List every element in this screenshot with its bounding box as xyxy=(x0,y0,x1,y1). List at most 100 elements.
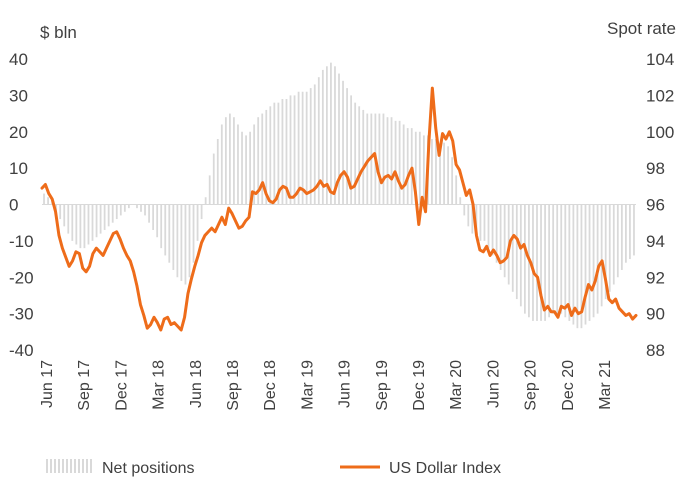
net-position-bar xyxy=(224,117,227,205)
net-position-bar xyxy=(63,204,66,227)
net-position-bar xyxy=(382,113,385,205)
net-position-bar xyxy=(475,204,478,238)
net-position-bar xyxy=(536,204,538,321)
net-position-bar xyxy=(564,204,567,318)
legend-bar-stripe xyxy=(74,459,76,473)
net-position-bar xyxy=(540,204,542,321)
net-position-bar xyxy=(402,124,405,205)
net-position-bar xyxy=(334,66,336,205)
net-position-bar xyxy=(261,113,264,205)
net-position-bar xyxy=(406,128,409,205)
net-position-bar xyxy=(390,117,393,205)
net-position-bar xyxy=(544,204,546,321)
net-position-bar xyxy=(455,175,458,205)
net-position-bar xyxy=(67,204,70,234)
net-position-bar xyxy=(184,204,187,285)
net-position-bar xyxy=(293,95,296,205)
net-position-bar xyxy=(592,204,595,318)
net-position-bar xyxy=(548,204,551,318)
net-position-bar xyxy=(612,204,615,285)
net-position-bar xyxy=(119,204,122,216)
x-tick-label: Mar 20 xyxy=(448,360,465,410)
net-position-bar xyxy=(479,204,482,241)
x-tick-label: Dec 20 xyxy=(560,360,577,411)
net-position-bar xyxy=(241,131,243,205)
net-position-bar xyxy=(313,84,316,205)
legend-bar-stripe xyxy=(46,459,48,473)
net-position-bar xyxy=(495,204,498,263)
net-position-bar xyxy=(463,204,466,216)
net-position-bar xyxy=(560,204,563,314)
right-axis-ticks: 104 102 100 98 96 94 92 90 88 xyxy=(646,50,674,360)
left-tick-label: 40 xyxy=(9,50,28,69)
net-position-bar xyxy=(604,204,607,300)
legend-bar-stripe xyxy=(90,459,92,473)
net-position-bar xyxy=(325,66,328,205)
left-tick-label: 20 xyxy=(9,123,28,142)
net-position-bar xyxy=(204,197,207,205)
x-tick-label: Sep 17 xyxy=(76,360,93,411)
net-position-bar xyxy=(600,204,603,307)
right-tick-label: 92 xyxy=(646,268,665,287)
left-axis-label: $ bln xyxy=(40,23,77,42)
net-position-bar xyxy=(172,204,175,270)
net-position-bar xyxy=(483,204,486,241)
net-position-bar xyxy=(188,204,191,278)
net-position-bar xyxy=(257,117,260,205)
net-position-bar xyxy=(237,124,239,205)
legend-bar-stripe xyxy=(78,459,80,473)
net-position-bar xyxy=(196,204,199,241)
net-position-bar xyxy=(350,95,353,205)
net-position-bar xyxy=(499,204,502,270)
x-tick-label: Mar 18 xyxy=(151,360,168,410)
net-position-bar xyxy=(552,204,555,314)
net-position-bar xyxy=(467,204,470,227)
right-tick-label: 90 xyxy=(646,305,665,324)
right-tick-label: 98 xyxy=(646,159,665,178)
net-position-bar xyxy=(123,204,126,212)
right-axis-label: Spot rate xyxy=(607,19,676,38)
net-position-bar xyxy=(309,88,312,205)
net-position-bar xyxy=(576,204,579,329)
net-position-bar xyxy=(127,204,130,209)
net-position-bar xyxy=(317,77,320,205)
net-position-bar xyxy=(435,139,437,205)
net-position-bar xyxy=(447,146,449,205)
net-position-bar xyxy=(47,197,49,205)
legend-net-positions-label: Net positions xyxy=(102,460,195,477)
net-position-bar xyxy=(59,204,62,220)
net-position-bar xyxy=(249,131,251,205)
net-position-bar xyxy=(354,102,357,205)
legend-bar-stripe xyxy=(58,459,60,473)
net-positions-bars xyxy=(43,62,635,329)
x-tick-label: Mar 21 xyxy=(597,360,614,410)
net-position-bar xyxy=(265,109,268,205)
net-position-bar xyxy=(410,128,413,205)
net-position-bar xyxy=(418,131,421,205)
net-position-bar xyxy=(568,204,571,321)
net-position-bar xyxy=(439,142,441,205)
net-position-bar xyxy=(358,106,361,205)
net-position-bar xyxy=(362,109,365,205)
net-position-bar xyxy=(180,204,183,281)
right-tick-label: 96 xyxy=(646,196,665,215)
net-position-bar xyxy=(99,204,102,234)
left-tick-label: -40 xyxy=(9,341,34,360)
x-axis-ticks: Jun 17 Sep 17 Dec 17 Mar 18 Jun 18 Sep 18 Dec … xyxy=(39,360,614,411)
legend-bar-stripe xyxy=(62,459,64,473)
net-position-bar xyxy=(431,139,433,205)
net-position-bar xyxy=(342,80,344,205)
net-position-bar xyxy=(338,73,340,205)
net-position-bar xyxy=(301,91,304,205)
net-position-bar xyxy=(515,204,518,300)
x-tick-label: Jun 19 xyxy=(337,360,354,408)
net-position-bar xyxy=(148,204,150,223)
legend-us-dollar-index-label: US Dollar Index xyxy=(389,460,501,477)
x-tick-label: Dec 19 xyxy=(411,360,428,411)
net-position-bar xyxy=(144,204,146,216)
net-position-bar xyxy=(378,113,381,205)
net-position-bar xyxy=(71,204,74,241)
net-position-bar xyxy=(422,135,425,205)
net-position-bar xyxy=(532,204,534,321)
net-position-bar xyxy=(394,120,397,205)
